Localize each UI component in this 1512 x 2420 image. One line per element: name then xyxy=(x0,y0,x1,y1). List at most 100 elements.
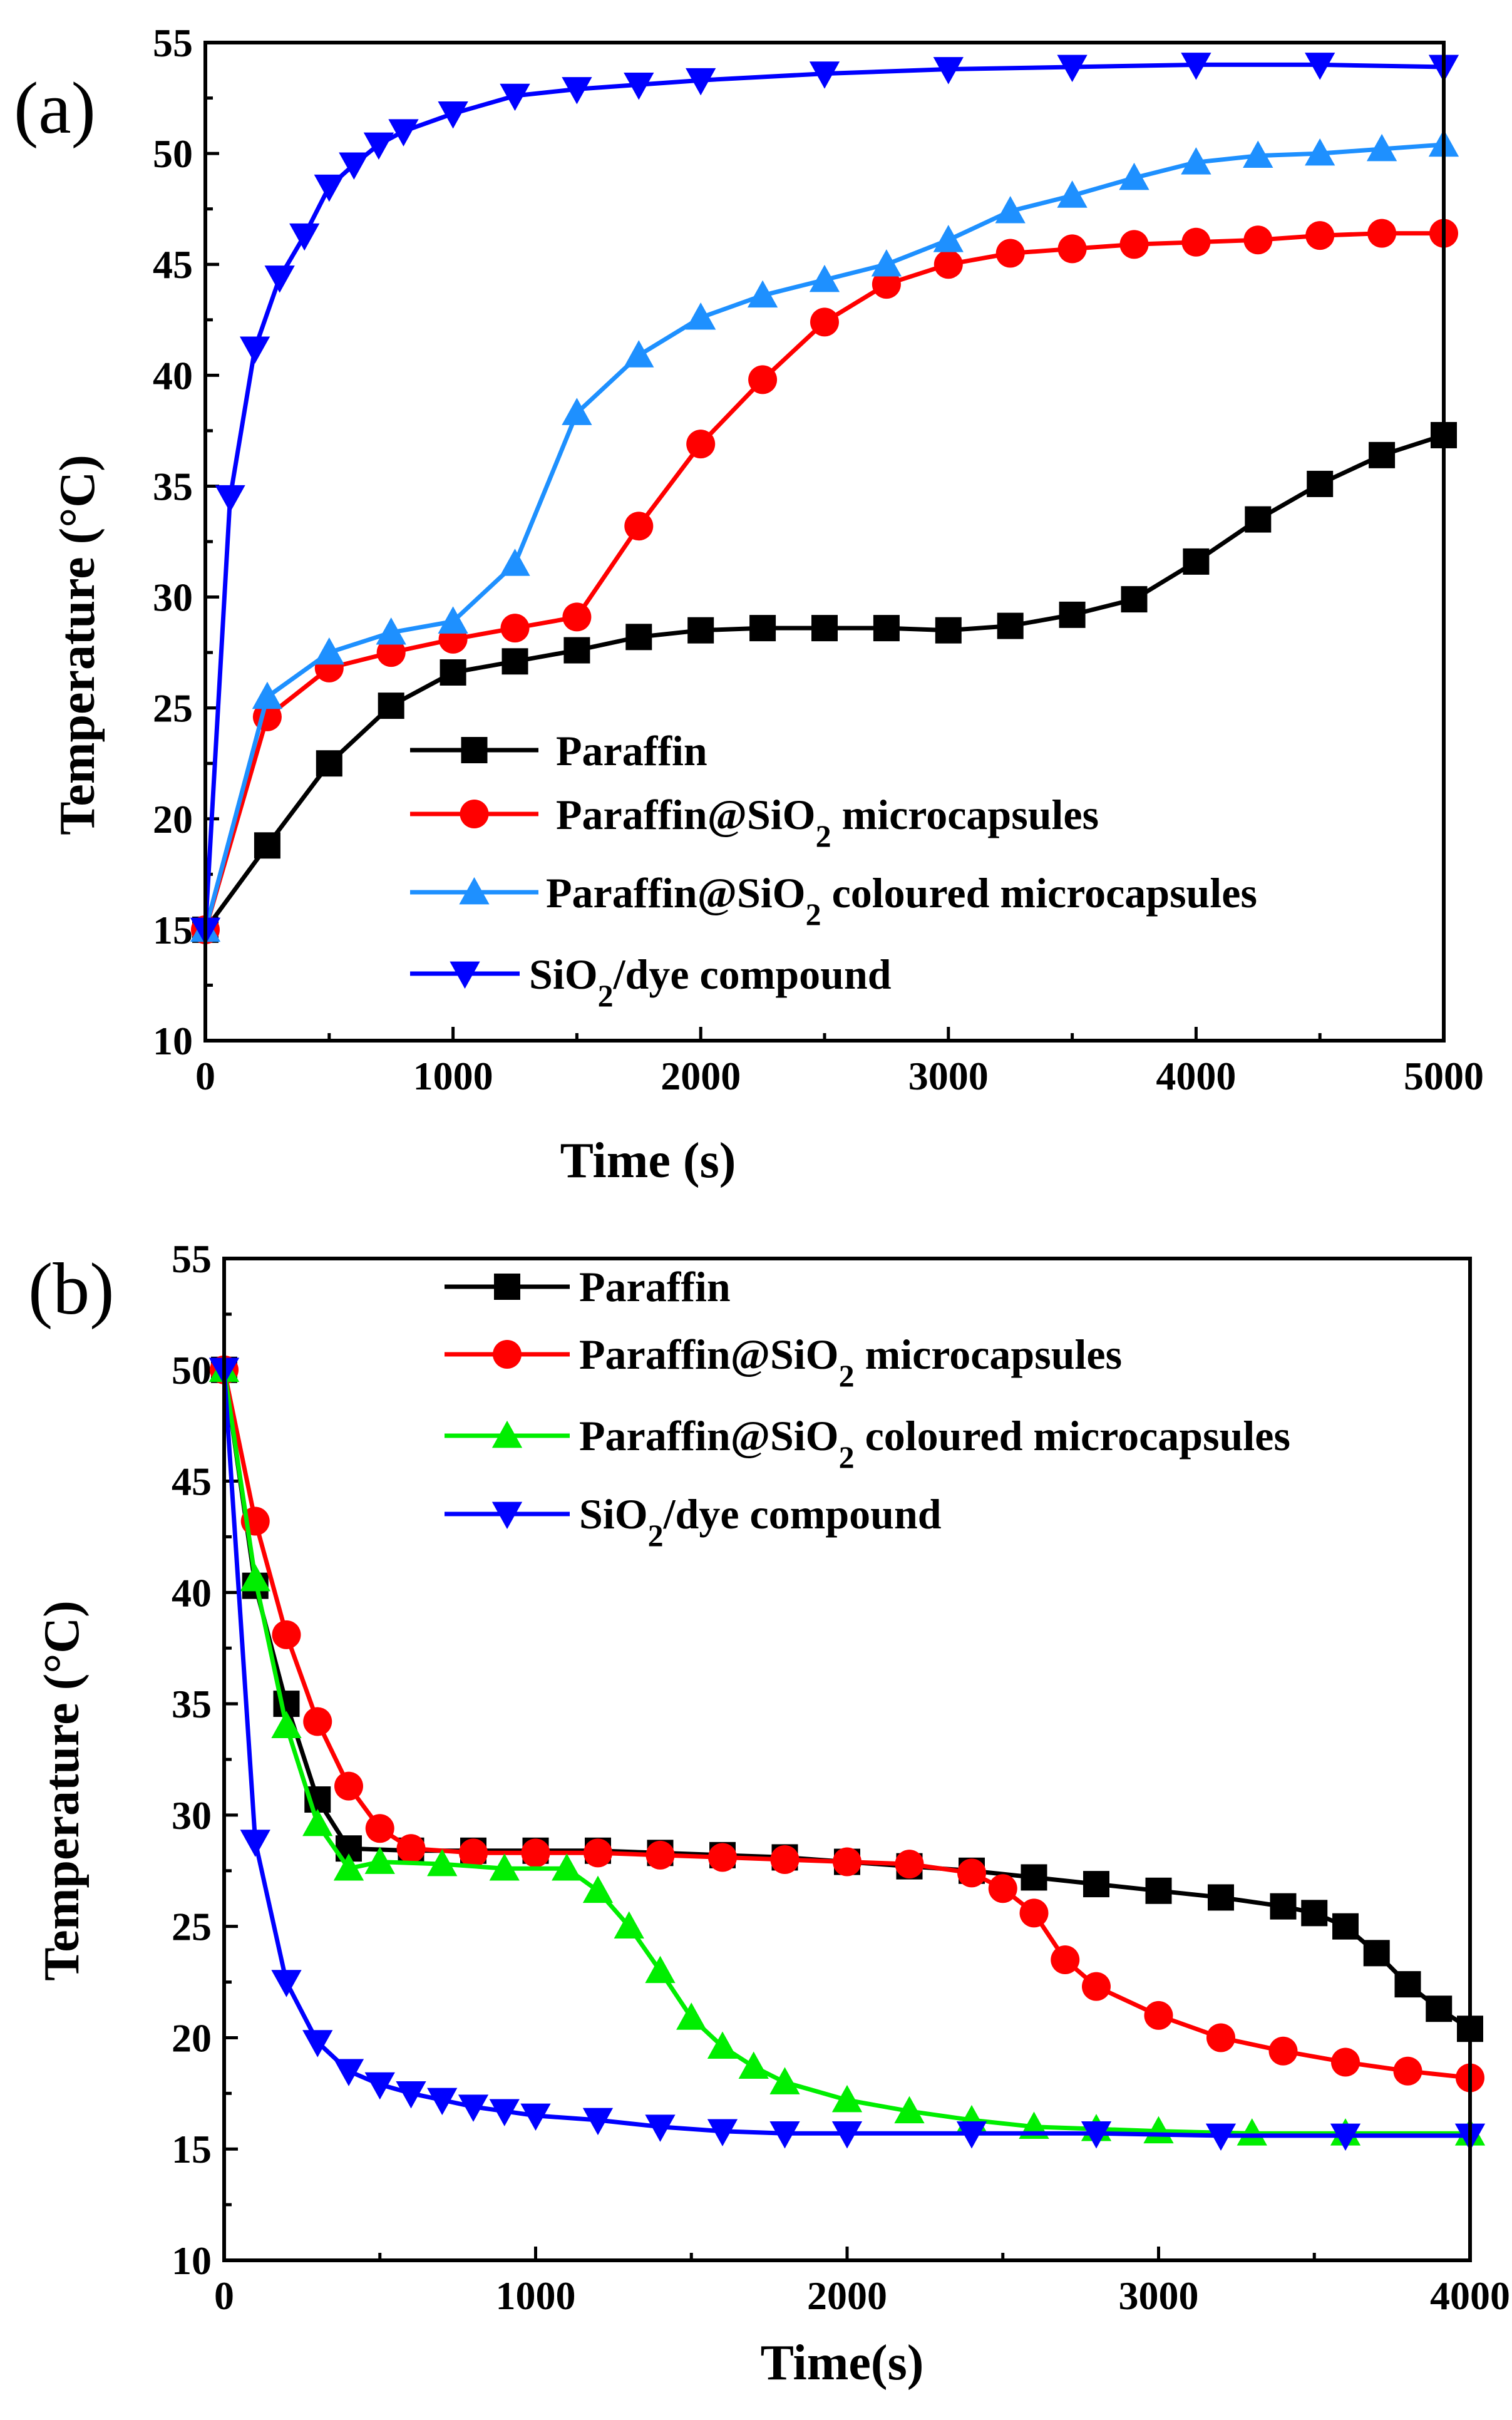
y-tick-label: 10 xyxy=(153,1019,193,1063)
data-point xyxy=(1208,1884,1234,1911)
panel-a: (a) Time (s) Temperature (°C) 0 1000 2000 3… xyxy=(14,21,1484,1188)
data-point xyxy=(811,615,838,642)
y-tick-label: 50 xyxy=(153,131,193,176)
legend-label: Paraffin@SiO2 microcapsules xyxy=(579,1331,1122,1393)
legend-label: Paraffin@SiO2 coloured microcapsules xyxy=(579,1412,1290,1475)
data-point xyxy=(582,2108,614,2136)
data-point xyxy=(582,1875,614,1903)
data-point xyxy=(500,83,530,111)
legend-marker xyxy=(491,1420,523,1448)
data-point xyxy=(1121,586,1148,613)
data-point xyxy=(624,340,654,368)
x-tick-label: 4000 xyxy=(1430,2273,1510,2318)
data-point xyxy=(316,750,342,777)
data-point xyxy=(562,77,592,105)
legend-marker-triangle-down xyxy=(491,1501,523,1530)
data-point xyxy=(769,2121,800,2149)
data-point xyxy=(1119,230,1149,259)
data-point xyxy=(520,2103,551,2131)
data-point xyxy=(333,1853,364,1881)
legend-item-paraffin: Paraffin xyxy=(410,727,707,775)
data-point xyxy=(614,1911,644,1939)
data-point xyxy=(365,1814,394,1843)
legend-label: SiO2/dye compound xyxy=(529,950,892,1013)
y-tick-label: 30 xyxy=(153,575,193,620)
data-point xyxy=(1237,2118,1267,2146)
data-point xyxy=(872,270,901,299)
data-point xyxy=(1367,219,1397,248)
legend-label-tail: /dye compound xyxy=(613,950,892,998)
panel-a-label: (a) xyxy=(14,67,96,149)
data-point xyxy=(1245,506,1272,533)
legend-marker-triangle-up xyxy=(491,1420,523,1448)
data-point xyxy=(645,2114,676,2142)
y-tick-label: 50 xyxy=(172,1348,212,1393)
data-point xyxy=(215,485,245,513)
panel-a-y-axis-title: Temperature (°C) xyxy=(50,455,105,835)
data-point xyxy=(396,2081,426,2109)
data-point xyxy=(810,307,839,337)
legend-marker xyxy=(494,1274,520,1300)
data-point xyxy=(1268,2036,1298,2066)
panel-b-label: (b) xyxy=(28,1248,115,1330)
legend-marker-triangle-up xyxy=(459,877,490,905)
panel-b-x-axis-title: Time(s) xyxy=(761,2335,924,2391)
legend-marker-triangle-down xyxy=(450,961,480,989)
series-paraffin xyxy=(192,421,1457,943)
series-line xyxy=(203,62,1444,930)
legend-label: SiO2/dye compound xyxy=(579,1490,942,1553)
data-point xyxy=(935,617,962,644)
data-point xyxy=(676,2002,707,2030)
data-point xyxy=(1366,133,1397,162)
data-point xyxy=(364,2072,395,2100)
y-tick-label: 45 xyxy=(153,242,193,287)
data-point xyxy=(438,101,468,129)
legend-label-sub: 2 xyxy=(839,1358,855,1393)
data-point xyxy=(1057,234,1087,264)
data-point xyxy=(894,2096,925,2124)
x-tick-label: 4000 xyxy=(1156,1054,1236,1098)
legend-marker xyxy=(491,1501,523,1530)
x-tick-label: 0 xyxy=(195,1054,215,1098)
data-point xyxy=(1082,1972,1111,2001)
legend-label-sub: 2 xyxy=(806,897,821,932)
series-paraffin-sio2-coloured-microcapsules xyxy=(190,129,1459,942)
panel-b-plot-area xyxy=(208,1354,1486,2151)
data-point xyxy=(1305,138,1335,166)
data-point xyxy=(1019,1898,1049,1928)
legend-label-main: Paraffin xyxy=(556,727,707,775)
data-point xyxy=(440,659,466,686)
legend-label-main: SiO xyxy=(529,950,598,998)
data-point xyxy=(738,2051,769,2079)
data-point xyxy=(995,239,1025,268)
x-tick-label: 1000 xyxy=(496,2273,576,2318)
data-point xyxy=(271,1711,302,1738)
legend-item-sio2-dye-compound: SiO2/dye compound xyxy=(445,1490,942,1553)
data-point xyxy=(500,614,530,643)
data-point xyxy=(708,1843,737,1872)
data-point xyxy=(1183,548,1210,575)
panel-a-plot-area xyxy=(190,53,1459,945)
data-point xyxy=(1307,470,1334,497)
data-point xyxy=(956,2121,987,2149)
legend-item-paraffin-sio2-coloured-microcapsules: Paraffin@SiO2 coloured microcapsules xyxy=(445,1412,1290,1475)
x-tick-label: 3000 xyxy=(908,1054,989,1098)
x-tick-label: 3000 xyxy=(1119,2273,1199,2318)
data-point xyxy=(871,249,902,277)
data-point xyxy=(1305,53,1335,80)
data-point xyxy=(895,1850,924,1879)
y-tick-label: 25 xyxy=(172,1905,212,1949)
series-sio2-dye-compound xyxy=(208,1357,1486,2151)
data-point xyxy=(1243,225,1273,255)
data-point xyxy=(1119,162,1149,190)
data-point xyxy=(748,365,778,394)
data-point xyxy=(645,1955,676,1984)
data-point xyxy=(686,68,716,96)
data-point xyxy=(988,1874,1017,1903)
y-tick-label: 55 xyxy=(153,21,193,65)
y-tick-label: 30 xyxy=(172,1793,212,1838)
legend-item-sio2-dye-compound: SiO2/dye compound xyxy=(410,950,892,1013)
data-point xyxy=(1057,54,1088,83)
data-point xyxy=(271,1970,302,1997)
legend-label: Paraffin xyxy=(556,727,707,775)
